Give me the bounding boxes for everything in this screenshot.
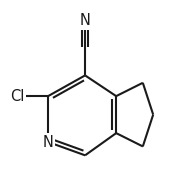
Text: N: N: [80, 13, 90, 28]
Text: Cl: Cl: [10, 89, 24, 104]
Text: N: N: [43, 135, 53, 150]
